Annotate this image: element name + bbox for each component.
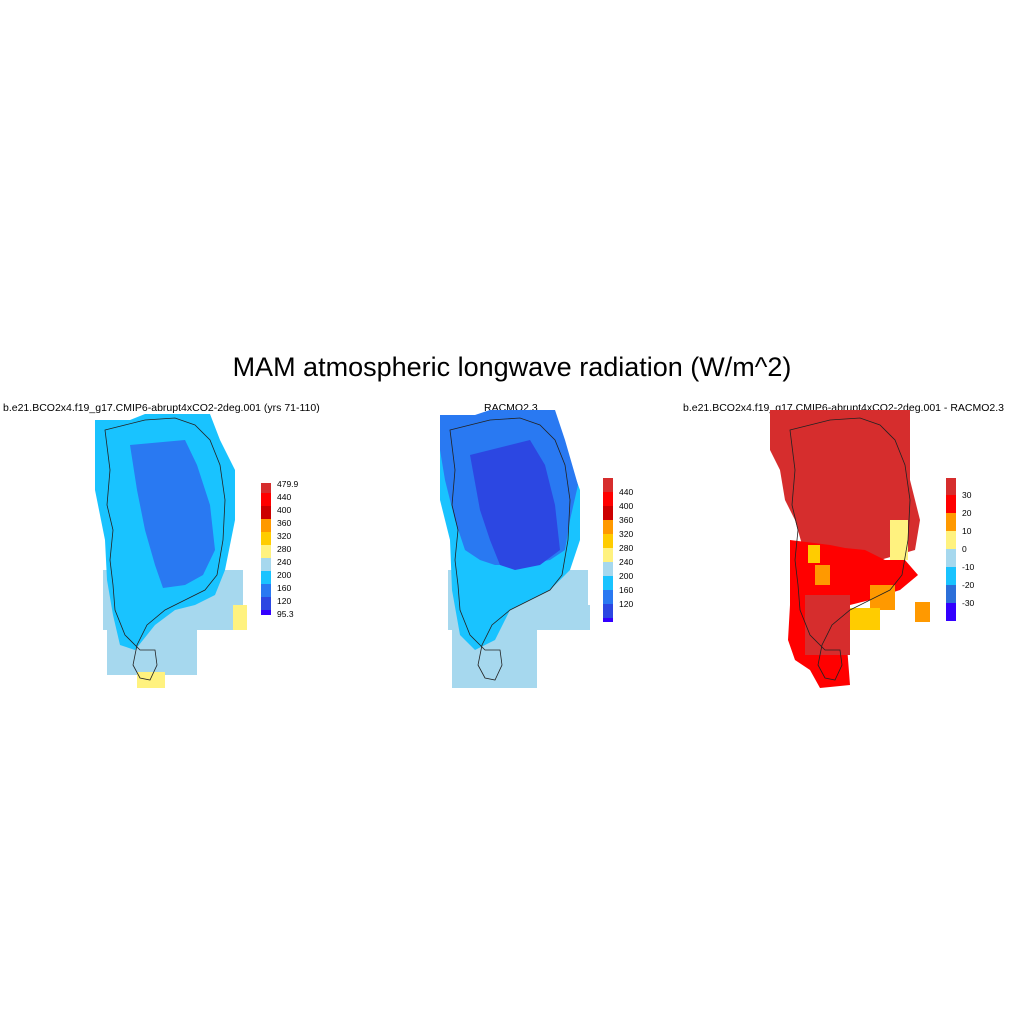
cbar-label: 10 <box>962 526 972 536</box>
panel-title-difference: b.e21.BCO2x4.f19_g17.CMIP6-abrupt4xCO2-2… <box>683 402 1005 414</box>
cbar-label: 200 <box>277 570 292 580</box>
cbar-label: 400 <box>619 501 634 511</box>
cbar-label: 280 <box>619 543 634 553</box>
main-title: MAM atmospheric longwave radiation (W/m^… <box>232 352 792 382</box>
field-dark-red-south <box>805 595 850 655</box>
cbar-label: 160 <box>277 583 292 593</box>
field-dark-blue <box>470 440 560 570</box>
cbar-label: 0 <box>962 544 967 554</box>
cbar-label: 440 <box>619 487 634 497</box>
cbar-label: 240 <box>277 557 292 567</box>
cbar-label: 479.9 <box>277 479 299 489</box>
cbar-label: 240 <box>619 557 634 567</box>
cbar-label: 440 <box>277 492 292 502</box>
cbar-label: 280 <box>277 544 292 554</box>
cell-yellow-east <box>890 520 908 560</box>
cbar-label: 360 <box>619 515 634 525</box>
map-racmo <box>440 410 590 688</box>
field-dark-red <box>770 410 920 565</box>
cbar-label: 120 <box>277 596 292 606</box>
panel-title-model: b.e21.BCO2x4.f19_g17.CMIP6-abrupt4xCO2-2… <box>3 402 320 414</box>
cbar-label: 95.3 <box>277 609 294 619</box>
map-difference <box>770 410 930 688</box>
map-model <box>95 414 247 688</box>
cbar-label: 120 <box>619 599 634 609</box>
cbar-label: 360 <box>277 518 292 528</box>
cbar-label: -10 <box>962 562 975 572</box>
cbar-label: -30 <box>962 598 975 608</box>
cbar-label: -20 <box>962 580 975 590</box>
cell-orange-east <box>915 602 930 622</box>
cbar-label: 160 <box>619 585 634 595</box>
cbar-label: 20 <box>962 508 972 518</box>
cell-orange-west <box>815 565 830 585</box>
cbar-label: 200 <box>619 571 634 581</box>
coastline <box>789 417 911 681</box>
cbar-label: 320 <box>619 529 634 539</box>
cell-yellow-south <box>137 672 165 688</box>
cbar-label: 400 <box>277 505 292 515</box>
field-blue <box>130 440 215 588</box>
cell-yellow-east <box>233 605 247 630</box>
coastline <box>449 417 571 681</box>
coastline <box>104 417 226 681</box>
cbar-label: 320 <box>277 531 292 541</box>
cbar-label: 30 <box>962 490 972 500</box>
cell-yellow-west <box>808 545 820 563</box>
cell-light-blue-east <box>578 605 590 630</box>
cell-yellow-mid <box>850 608 880 630</box>
